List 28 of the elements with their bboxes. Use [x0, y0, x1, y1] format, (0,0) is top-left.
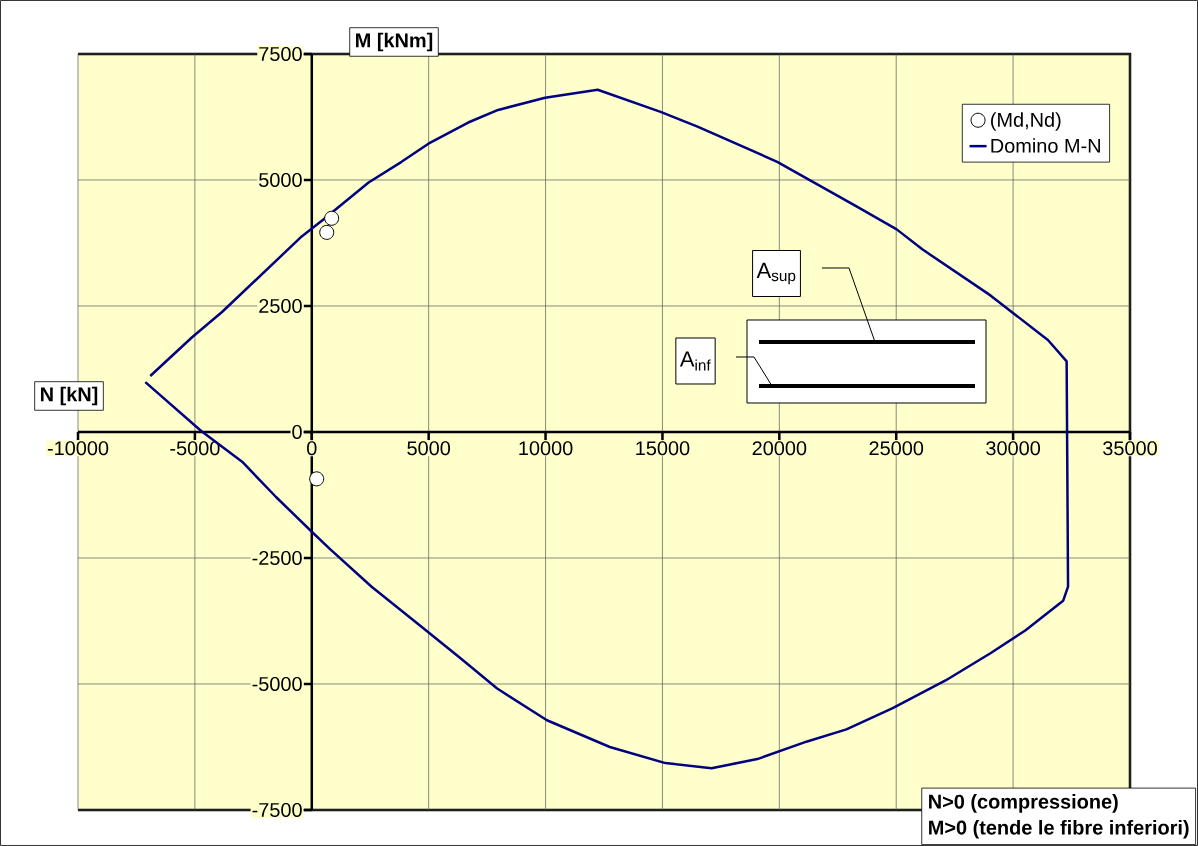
x-axis-title: N [kN] — [41, 386, 98, 406]
x-tick-label: -10000 — [47, 441, 109, 456]
y-tick-label: 5000 — [259, 172, 302, 188]
y-tick-label: 0 — [292, 424, 302, 440]
legend-label: Domino M-N — [991, 138, 1100, 153]
y-tick-label: -5000 — [252, 676, 302, 692]
x-tick-label: 15000 — [636, 441, 690, 456]
point — [319, 224, 335, 240]
x-tick-label: 5000 — [407, 441, 451, 456]
x-tick-label: 10000 — [519, 441, 573, 456]
x-tick-label: -5000 — [170, 441, 220, 456]
annotation: N>0 (compressione) — [929, 794, 1118, 813]
y-axis-title: M [kNm] — [356, 32, 433, 52]
x-tick-label: 30000 — [986, 441, 1041, 456]
point — [324, 210, 340, 226]
x-tick-label: 35000 — [1103, 441, 1157, 456]
y-tick-label: 2500 — [259, 298, 302, 314]
annotation: A$_{sup}$ — [756, 262, 796, 285]
x-tick-label: 20000 — [752, 441, 807, 456]
legend-label: (Md,Nd) — [991, 112, 1061, 131]
point — [309, 471, 325, 487]
x-tick-label: 25000 — [869, 441, 924, 456]
annotation: A$_{inf}$ — [679, 351, 711, 371]
x-tick-label: 0 — [307, 441, 317, 456]
y-tick-label: -2500 — [252, 550, 302, 566]
y-tick-label: -7500 — [252, 802, 302, 818]
text: M>0 (tende le fibre inferiori) — [929, 820, 1189, 839]
y-tick-label: 7500 — [259, 46, 302, 62]
